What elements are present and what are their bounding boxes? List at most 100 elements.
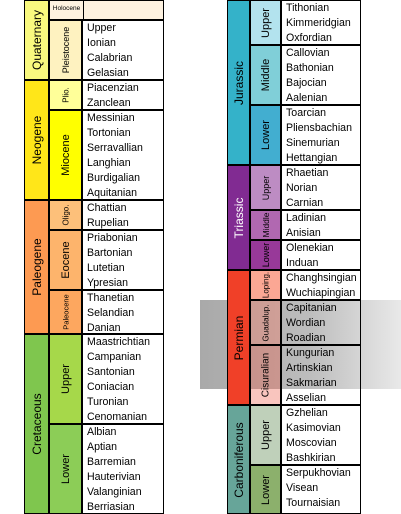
stage-name: Wuchiapingian <box>286 287 356 299</box>
stage-name: Zanclean <box>87 97 131 109</box>
stages-middle-triassic: Ladinian Anisian <box>281 210 361 240</box>
era-jurassic: Jurassic <box>227 0 250 165</box>
stage-name: Capitanian <box>286 302 337 314</box>
stage-name: Aptian <box>87 441 118 453</box>
stage-name: Turonian <box>87 396 129 408</box>
epoch-pliocene: Plio. <box>49 80 82 110</box>
stage-name: Tortonian <box>87 127 131 139</box>
era-triassic: Triassic <box>227 165 250 270</box>
epoch-label: Upper <box>259 7 272 38</box>
stage-name: Coniacian <box>87 381 135 393</box>
stage-name: Thanetian <box>87 292 135 304</box>
stage-name: Sinemurian <box>286 137 340 149</box>
stage-name: Cenomanian <box>87 411 148 423</box>
epoch-label: Holocene <box>52 5 81 12</box>
epoch-label: Upper <box>260 175 271 200</box>
era-label: Carboniferous <box>231 421 246 498</box>
stage-name: Rupelian <box>87 217 129 229</box>
epoch-label: Oligo. <box>61 204 70 226</box>
stages-lopingian: Changhsingian Wuchiapingian <box>281 270 361 300</box>
epoch-lopingian: Loping. <box>250 270 281 300</box>
epoch-oligocene: Oligo. <box>49 200 82 230</box>
stages-upper-cretaceous: Maastrichtian Campanian Santonian Coniacian… <box>82 334 164 424</box>
stage-name: Danian <box>87 322 121 334</box>
stage-name: Lutetian <box>87 262 125 274</box>
stage-name: Upper <box>87 22 116 34</box>
stages-lower-carboniferous: Serpukhovian Visean Tournaisian <box>281 465 361 514</box>
stage-name: Visean <box>286 482 319 494</box>
stage-name: Tithonian <box>286 2 330 14</box>
stage-name: Toarcian <box>286 107 327 119</box>
stage-name: Bajocian <box>286 77 327 89</box>
stage-name: Kimmeridgian <box>286 17 351 29</box>
era-label: Cretaceous <box>29 393 44 455</box>
stage-name: Campanian <box>87 351 142 363</box>
epoch-label: Cisuralian <box>260 352 271 398</box>
epoch-upper-jurassic: Upper <box>250 0 281 45</box>
stage-name: Valanginian <box>87 486 142 498</box>
epoch-label: Miocene <box>59 134 72 176</box>
epoch-upper-carboniferous: Upper <box>250 405 281 465</box>
stages-lower-jurassic: Toarcian Pliensbachian Sinemurian Hettangia… <box>281 105 361 165</box>
stage-name: Selandian <box>87 307 135 319</box>
stage-name: Langhian <box>87 157 131 169</box>
stage-name: Sakmarian <box>286 377 337 389</box>
stages-paleocene: Thanetian Selandian Danian <box>82 290 164 334</box>
stages-upper-jurassic: Tithonian Kimmeridgian Oxfordian <box>281 0 361 45</box>
epoch-label: Paleocene <box>61 294 70 330</box>
stages-upper-triassic: Rhaetian Norian Carnian <box>281 165 361 210</box>
era-cretaceous: Cretaceous <box>24 334 49 514</box>
stages-lower-cretaceous: Albian Aptian Barremian Hauterivian Valangin… <box>82 424 164 514</box>
epoch-label: Guadalup. <box>261 304 270 341</box>
stage-name: Berriasian <box>87 501 135 513</box>
era-neogene: Neogene <box>24 80 49 200</box>
epoch-label: Upper <box>59 364 72 394</box>
epoch-miocene: Miocene <box>49 110 82 200</box>
stage-name: Serravallian <box>87 142 143 154</box>
stage-name: Rhaetian <box>286 167 329 179</box>
epoch-lower-triassic: Lower <box>250 240 281 270</box>
era-label: Permian <box>231 315 246 360</box>
era-label: Jurassic <box>231 60 246 105</box>
stage-name: Maastrichtian <box>87 336 150 348</box>
stage-name: Moscovian <box>286 437 337 449</box>
stage-name: Induan <box>286 257 319 269</box>
stage-name: Ypresian <box>87 277 129 289</box>
stage-name: Norian <box>286 182 318 194</box>
epoch-middle-triassic: Middle <box>250 210 281 240</box>
era-quaternary: Quaternary <box>24 0 49 80</box>
stage-name: Barremian <box>87 456 136 468</box>
stage-name: Messinian <box>87 112 135 124</box>
stage-name: Aalenian <box>286 92 328 104</box>
era-label: Triassic <box>231 197 246 238</box>
stage-name: Bartonian <box>87 247 133 259</box>
stages-pleistocene: Upper Ionian Calabrian Gelasian <box>82 20 164 80</box>
stage-name: Calabrian <box>87 52 133 64</box>
stage-name: Carnian <box>286 197 324 209</box>
stage-name: Roadian <box>286 332 326 344</box>
epoch-pleistocene: Pleistocene <box>49 20 82 80</box>
stages-miocene: Messinian Tortonian Serravallian Langhian Bu… <box>82 110 164 200</box>
stage-name: Burdigalian <box>87 172 141 184</box>
stage-name: Kungurian <box>286 347 335 359</box>
stage-name: Changhsingian <box>286 272 357 284</box>
epoch-upper-triassic: Upper <box>250 165 281 210</box>
stages-middle-jurassic: Callovian Bathonian Bajocian Aalenian <box>281 45 361 105</box>
stage-name: Gzhelian <box>286 407 328 419</box>
era-label: Paleogene <box>29 238 44 296</box>
epoch-guadalupian: Guadalup. <box>250 300 281 345</box>
stages-eocene: Priabonian Bartonian Lutetian Ypresian <box>82 230 164 290</box>
stages-oligocene: Chattian Rupelian <box>82 200 164 230</box>
epoch-label: Loping. <box>261 271 270 299</box>
holocene-divider <box>83 1 84 19</box>
epoch-middle-jurassic: Middle <box>250 45 281 105</box>
epoch-label: Plio. <box>61 87 70 103</box>
stage-name: Asselian <box>286 392 327 404</box>
epoch-label: Eocene <box>59 241 72 279</box>
era-label: Neogene <box>29 115 44 165</box>
epoch-label: Lower <box>259 474 272 505</box>
stage-name: Serpukhovian <box>286 467 351 479</box>
stage-name: Ionian <box>87 37 116 49</box>
stage-name: Chattian <box>87 202 127 214</box>
epoch-label: Middle <box>260 212 271 238</box>
